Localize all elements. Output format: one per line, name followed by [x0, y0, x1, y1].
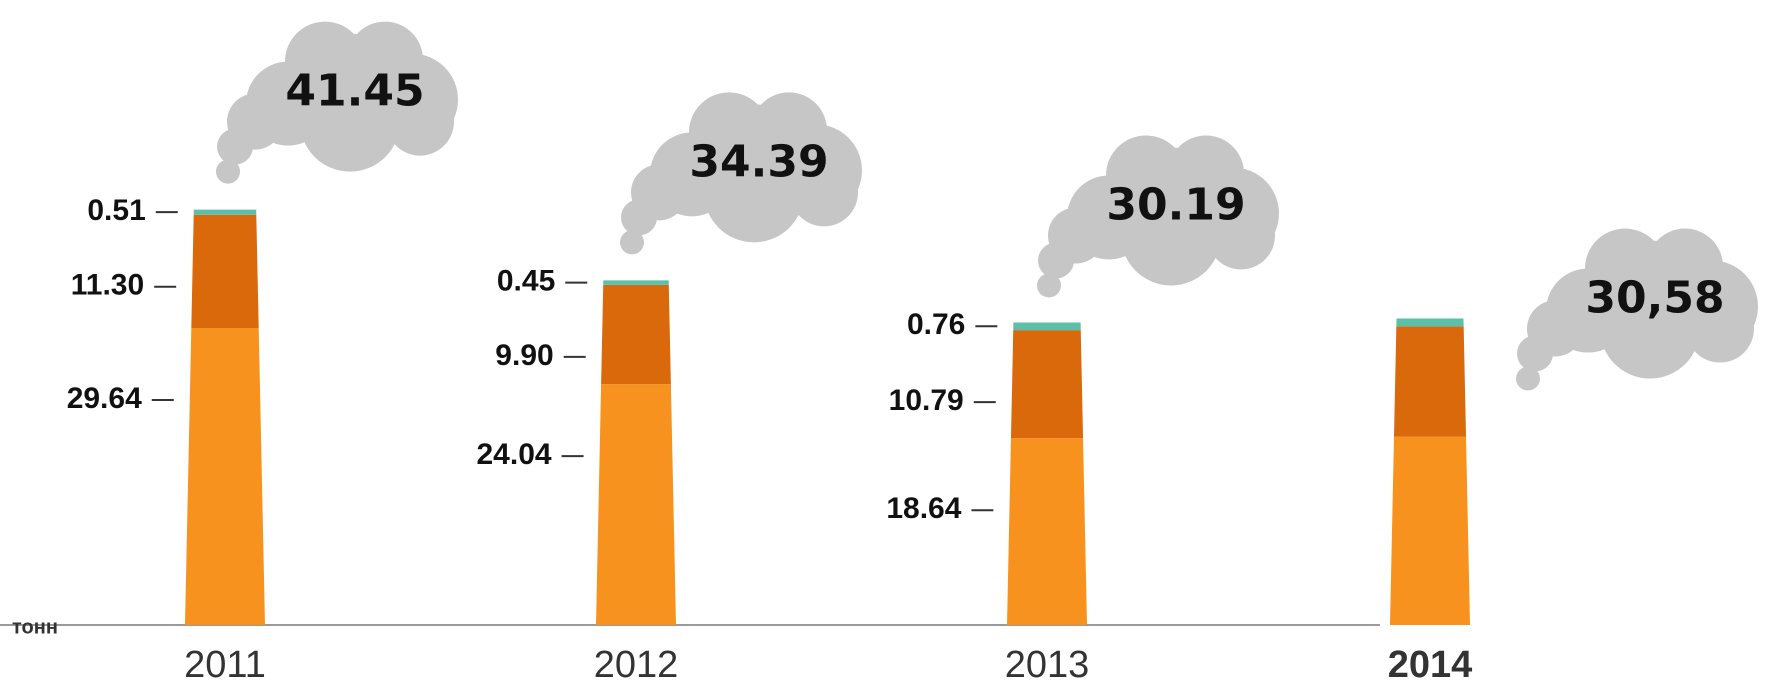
bar-segment — [601, 285, 671, 384]
bar-segment — [1007, 438, 1087, 625]
cloud-puff — [216, 160, 240, 184]
segment-label: 10.79 — [889, 384, 964, 417]
x-tick-label: 2011 — [184, 644, 266, 686]
bar-segment — [194, 210, 257, 215]
segment-label: 24.04 — [477, 438, 552, 471]
bar-segment — [1390, 437, 1470, 625]
bar-segment — [1396, 319, 1463, 327]
segment-label: 0.76 — [907, 308, 965, 341]
segment-label: 11.30 — [71, 269, 144, 302]
chart: тонн 29.64 11.30 0.51 41.45 2011 24.04 9.90 0.4… — [0, 0, 1765, 687]
bar-segment — [1011, 330, 1083, 438]
y-axis-label: тонн — [12, 616, 58, 638]
bar-segment — [596, 384, 676, 625]
segment-label: 29.64 — [67, 382, 142, 415]
x-tick-label: 2012 — [594, 644, 679, 686]
segment-label: 0.45 — [497, 265, 555, 298]
bar-segment — [185, 328, 265, 625]
x-tick-label: 2013 — [1005, 644, 1090, 686]
cloud-puff — [621, 199, 657, 235]
cloud-puff — [1038, 242, 1074, 278]
segment-label: 18.64 — [886, 492, 961, 525]
total-label: 30,58 — [1585, 273, 1724, 324]
cloud-puff — [1516, 367, 1540, 391]
total-label: 30.19 — [1106, 179, 1245, 230]
bar-segment — [1394, 326, 1466, 436]
cloud-puff — [217, 129, 253, 165]
cloud-puff — [620, 230, 644, 254]
bar-segment — [1013, 322, 1080, 330]
segment-label: 9.90 — [495, 339, 553, 372]
cloud-puff — [1037, 273, 1061, 297]
bar-segment — [191, 215, 258, 328]
total-label: 41.45 — [285, 66, 424, 117]
total-label: 34.39 — [689, 136, 828, 187]
x-tick-label: 2014 — [1388, 644, 1473, 686]
cloud-puff — [1517, 336, 1553, 372]
segment-label: 0.51 — [87, 194, 145, 227]
bar-segment — [603, 280, 669, 285]
